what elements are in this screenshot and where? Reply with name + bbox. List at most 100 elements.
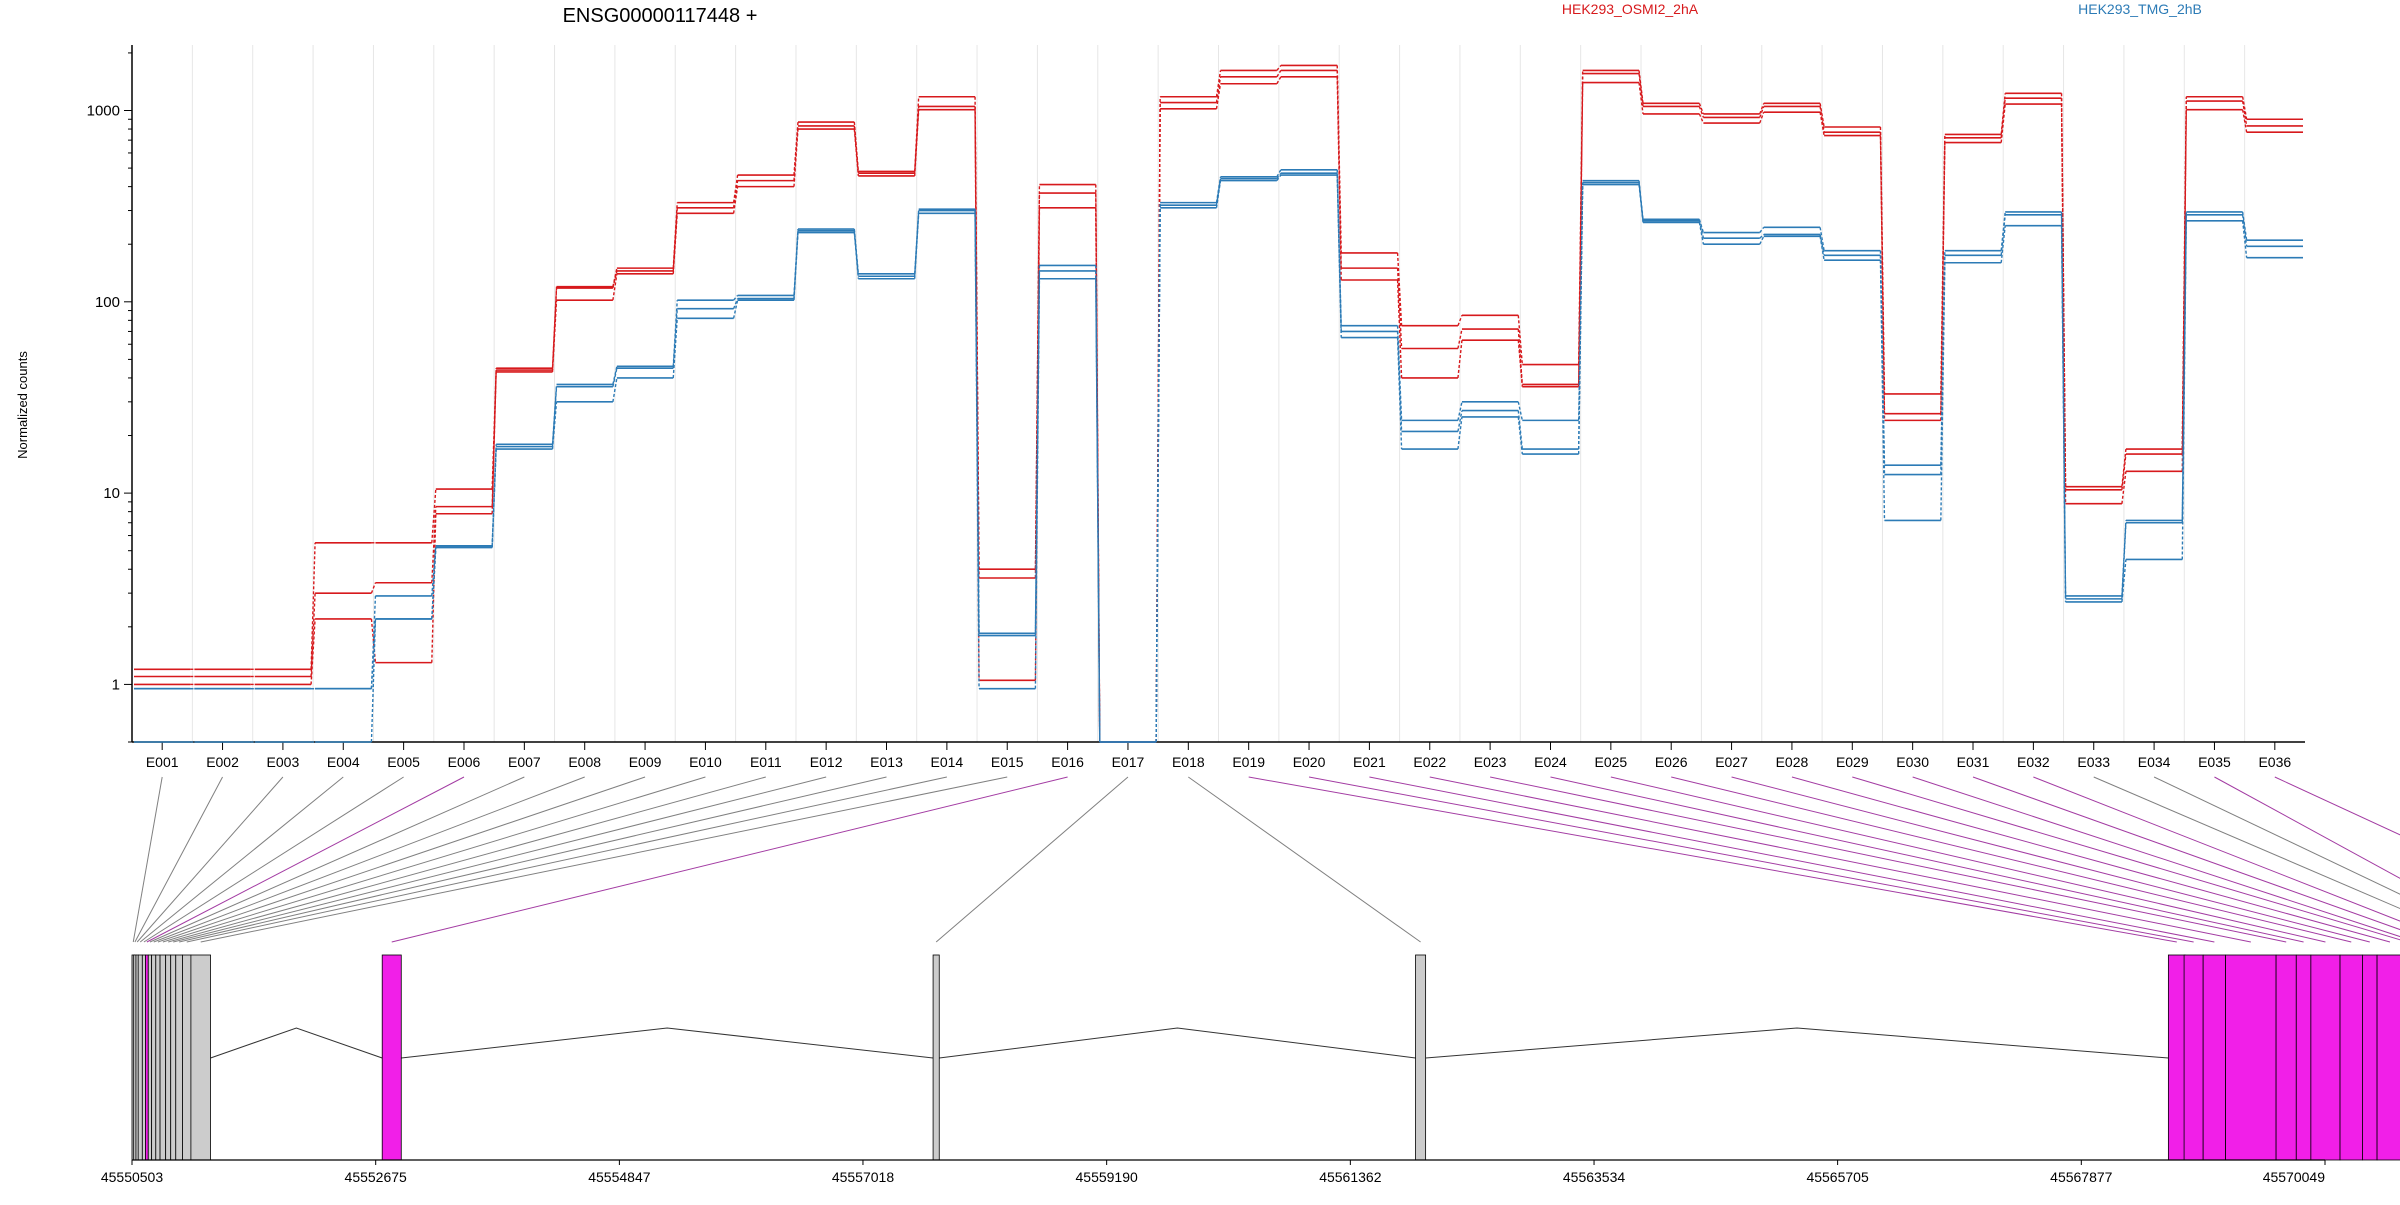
exon-box-e015 [190,954,211,1161]
series-step-transition [491,448,497,548]
x-tick-label-e018: E018 [1172,754,1205,770]
coordinate-label: 45557018 [832,1169,895,1185]
y-tick-label: 1 [112,676,120,693]
exon-box-e028 [2376,954,2400,1161]
series-step-transition [612,377,618,402]
exon-link-e021 [1369,776,2215,943]
series-step-transition [1215,83,1222,109]
series-step-transition [733,294,739,301]
series-step-transition [1457,401,1463,421]
x-tick-label-e019: E019 [1232,754,1265,770]
series-step-transition [2241,100,2248,127]
y-tick-label: 1000 [87,103,120,120]
series-step-transition [1819,112,1825,136]
coordinate-label: 45554847 [588,1169,651,1185]
exon-link-e005 [143,776,404,943]
x-tick-label-e031: E031 [1957,754,1990,770]
exon-link-e028 [1791,776,2391,943]
exon-box-e018 [1415,954,1427,1161]
series-step-transition [431,547,437,619]
exon-box-e009 [155,954,161,1161]
series-step-transition [1759,233,1765,239]
x-tick-label-e021: E021 [1353,754,1386,770]
exon-link-e032 [2033,776,2400,922]
series-step-transition [1698,106,1705,118]
coordinate-label: 45567877 [2050,1169,2113,1185]
exon-box-e022 [2225,954,2277,1161]
series-step-transition [2241,214,2248,247]
x-tick-label-e026: E026 [1655,754,1688,770]
exon-link-e010 [162,776,706,943]
series-step-transition [1215,180,1222,208]
x-tick-label-e030: E030 [1896,754,1929,770]
series-step-transition [1759,111,1765,124]
series-step-transition [1396,252,1403,326]
exon-link-e011 [168,776,766,943]
series-step-transition [2060,225,2067,602]
series-step-transition [551,401,558,450]
x-tick-label-e028: E028 [1776,754,1809,770]
series-step-transition [1879,135,1886,421]
series-step-transition [1698,222,1705,245]
coordinate-label: 45561362 [1319,1169,1382,1185]
x-tick-label-e036: E036 [2258,754,2291,770]
x-tick-label-e027: E027 [1715,754,1748,770]
series-step-transition [2181,220,2187,560]
exon-box-e025 [2310,954,2341,1161]
series-step-transition [1457,416,1463,450]
coordinate-label: 45559190 [1076,1169,1139,1185]
series-step-transition [1336,76,1342,281]
gene-model [131,954,2400,1161]
exon-link-e001 [132,776,163,943]
x-tick-label-e029: E029 [1836,754,1869,770]
series-step-transition [2000,225,2006,263]
series-step-transition [1034,278,1041,689]
series-step-transition [2121,453,2127,490]
exon-box-e008 [151,954,157,1161]
series-step-transition [1215,76,1222,103]
series-step-transition [1276,65,1282,71]
x-tick-label-e004: E004 [327,754,360,770]
y-tick-label: 100 [95,294,120,311]
series-step-transition [2181,101,2187,455]
exon-link-e013 [179,776,887,943]
exon-box-e019 [2167,954,2186,1161]
x-tick-label-e002: E002 [206,754,239,770]
series-step-transition [2121,471,2127,504]
x-tick-label-e016: E016 [1051,754,1084,770]
x-tick-label-e034: E034 [2138,754,2171,770]
series-step-transition [732,298,739,309]
exon-link-e036 [2274,776,2400,836]
exon-box-e017 [932,954,940,1161]
series-step-transition [2241,96,2248,120]
series-step-transition [732,300,739,319]
x-tick-label-e001: E001 [146,754,179,770]
x-tick-label-e015: E015 [991,754,1024,770]
exon-box-e026 [2339,954,2363,1161]
series-step-transition [1215,178,1222,206]
legend-label-osmi2: HEK293_OSMI2_2hA [1562,1,1699,17]
series-step-transition [2241,220,2248,258]
x-tick-label-e014: E014 [931,754,964,770]
x-tick-label-e020: E020 [1293,754,1326,770]
series-step-transition [491,369,497,507]
series-step-transition [2060,104,2067,504]
coordinate-label: 45570049 [2263,1169,2326,1185]
exon-link-e017 [935,776,1129,943]
exon-link-e008 [153,776,585,943]
series-step-transition [732,180,739,208]
exon-box-e006 [145,954,149,1161]
x-tick-label-e012: E012 [810,754,843,770]
series-step-transition [1638,73,1644,107]
series-step-transition [1940,142,1946,421]
y-tick-label: 10 [103,485,120,502]
series-step-transition [612,368,618,387]
series-step-transition [672,213,678,274]
exon-box-e013 [175,954,183,1161]
exon-link-e033 [2093,776,2400,910]
x-tick-label-e005: E005 [387,754,420,770]
chart-title: ENSG00000117448 + [563,5,758,27]
series-step-transition [1276,76,1282,85]
x-tick-label-e017: E017 [1112,754,1145,770]
